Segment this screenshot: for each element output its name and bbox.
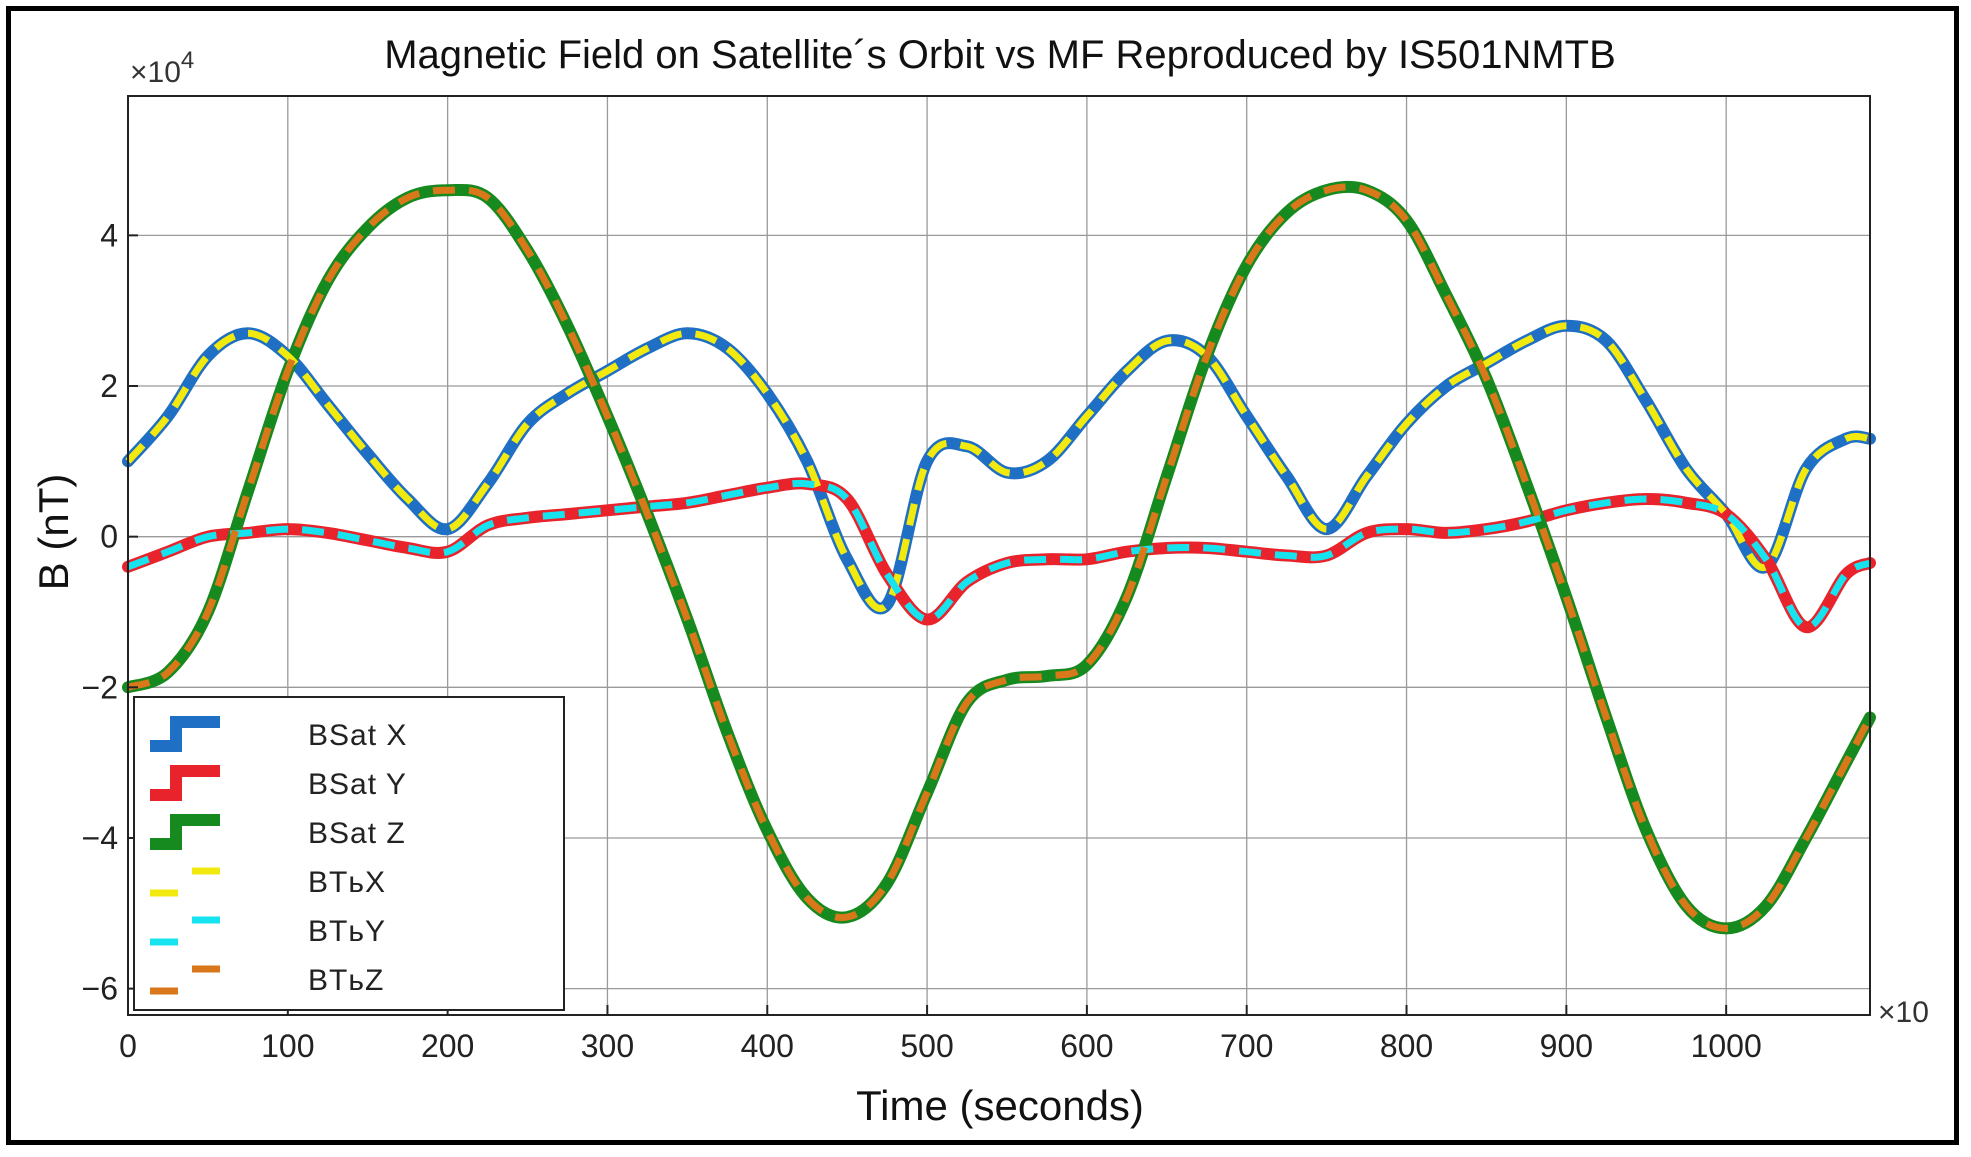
legend-item: BSat Y — [150, 765, 407, 801]
figure-frame — [6, 6, 1959, 1145]
x-tick-label: 100 — [261, 1028, 314, 1064]
x-axis-label: Time (seconds) — [856, 1082, 1144, 1129]
legend-label: BTьZ — [308, 964, 384, 997]
legend-label: BSat X — [308, 719, 407, 752]
series-line-btb-x — [125, 322, 1871, 612]
x-tick-label: 800 — [1380, 1028, 1433, 1064]
legend-swatch — [150, 765, 220, 801]
legend-label: BTьY — [308, 915, 386, 948]
series-line-btb-z — [126, 183, 1874, 932]
legend-item: BTьX — [150, 866, 386, 899]
x-tick-label: 900 — [1540, 1028, 1593, 1064]
y-exponent-power: 4 — [181, 47, 194, 74]
legend-item: BTьZ — [150, 964, 384, 997]
y-tick-label: −6 — [82, 971, 118, 1007]
y-tick-label: −4 — [82, 820, 118, 856]
y-tick-label: 4 — [100, 217, 118, 253]
x-tick-label: 1000 — [1691, 1028, 1762, 1064]
legend-item: BSat X — [150, 716, 407, 752]
y-tick-label: 0 — [100, 519, 118, 555]
legend-box — [133, 696, 565, 1011]
x-tick-label: 700 — [1220, 1028, 1273, 1064]
x-tick-label: 400 — [741, 1028, 794, 1064]
legend-label: BSat Z — [308, 817, 406, 850]
y-tick-label: 2 — [100, 368, 118, 404]
legend-label: BTьX — [308, 866, 386, 899]
legend: BSat X BSat Y BSat Z BTьX BTьY BTьZ — [133, 696, 565, 1011]
legend-item: BSat Z — [150, 814, 406, 850]
x-tick-label: 200 — [421, 1028, 474, 1064]
legend-swatch — [150, 716, 220, 752]
x-exponent-label: ×10 — [1878, 996, 1929, 1029]
x-tick-label: 300 — [581, 1028, 634, 1064]
legend-label: BSat Y — [308, 768, 407, 801]
y-exponent-label: ×104 — [130, 47, 194, 89]
legend-swatch — [150, 814, 220, 850]
axes-box — [127, 95, 1871, 1016]
x-tick-label: 500 — [900, 1028, 953, 1064]
series-line-btb-y — [126, 479, 1872, 631]
series-lines — [122, 180, 1876, 935]
y-tick-label: −2 — [82, 669, 118, 705]
axis-ticks: 0 100 200 300 400 500 600 700 800 900 1000 −6 −4 −2 0 2… — [82, 217, 1762, 1064]
chart-title: Magnetic Field on Satellite´s Orbit vs M… — [384, 33, 1616, 77]
y-axis-label: B (nT) — [30, 474, 77, 591]
legend-item: BTьY — [150, 915, 386, 948]
x-tick-label: 600 — [1060, 1028, 1113, 1064]
x-tick-label: 0 — [119, 1028, 137, 1064]
